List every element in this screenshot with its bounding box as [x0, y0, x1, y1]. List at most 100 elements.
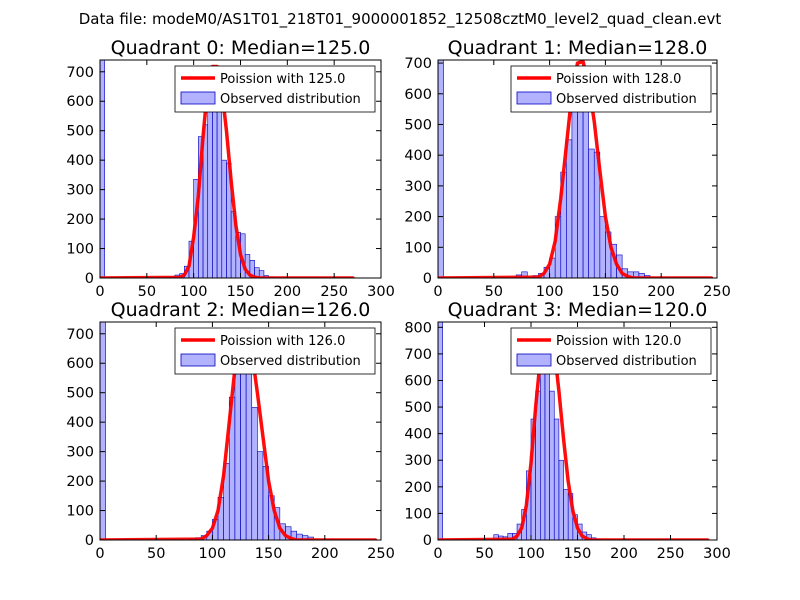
y-tick-label: 400 — [404, 427, 432, 443]
y-tick-label: 300 — [66, 445, 94, 461]
quadrant-3-legend: Poission with 120.0 Observed distribution — [510, 327, 712, 375]
legend-bar-swatch — [180, 353, 216, 367]
legend-line-label: Poission with 126.0 — [220, 334, 345, 349]
legend-bar-swatch — [516, 91, 552, 105]
legend-bar-label: Observed distribution — [220, 354, 361, 369]
y-tick-label: 600 — [404, 373, 432, 389]
histogram-bar — [582, 93, 589, 278]
x-tick-label: 0 — [95, 546, 104, 562]
x-tick-label: 200 — [311, 546, 339, 562]
x-tick-label: 150 — [592, 284, 620, 300]
y-tick-label: 300 — [66, 183, 94, 199]
x-tick-label: 300 — [367, 284, 395, 300]
histogram-bar — [438, 322, 443, 540]
y-tick-label: 100 — [404, 506, 432, 522]
y-tick-label: 400 — [404, 148, 432, 164]
y-tick-label: 200 — [66, 212, 94, 228]
histogram-bar — [571, 105, 578, 278]
histogram-bar — [251, 407, 258, 540]
histogram-bar — [257, 451, 264, 540]
x-tick-label: 0 — [433, 284, 442, 300]
legend-bar-label: Observed distribution — [220, 92, 361, 107]
histogram-bar — [216, 93, 223, 278]
y-tick-label: 700 — [404, 347, 432, 363]
quadrant-3-panel: Quadrant 3: Median=120.0 0 50 100 150 200 250 3… — [404, 299, 731, 562]
y-tick-label: 200 — [404, 480, 432, 496]
y-tick-label: 300 — [404, 179, 432, 195]
quadrant-1-panel: Quadrant 1: Median=128.0 0 50 100 150 200 250 0… — [404, 37, 731, 300]
quadrant-2-panel: Quadrant 2: Median=126.0 0 50 100 150 200 250 0… — [66, 299, 395, 562]
legend-box — [174, 65, 376, 113]
x-tick-label: 200 — [610, 546, 638, 562]
y-tick-label: 500 — [66, 124, 94, 140]
x-tick-label: 50 — [138, 284, 156, 300]
x-tick-label: 250 — [703, 284, 731, 300]
x-tick-label: 250 — [367, 546, 395, 562]
y-tick-label: 0 — [85, 271, 94, 287]
y-tick-label: 500 — [404, 400, 432, 416]
y-tick-label: 200 — [404, 210, 432, 226]
y-tick-label: 700 — [66, 65, 94, 81]
quadrant-1-title: Quadrant 1: Median=128.0 — [448, 37, 708, 59]
x-tick-label: 50 — [485, 284, 503, 300]
y-tick-label: 0 — [85, 533, 94, 549]
quadrant-0-panel: Quadrant 0: Median=125.0 0 50 100 150 200 250 3… — [66, 37, 395, 300]
y-tick-label: 400 — [66, 415, 94, 431]
histogram-bar — [100, 60, 105, 278]
figure-suptitle: Data file: modeM0/AS1T01_218T01_90000018… — [79, 10, 722, 29]
histogram-bar — [549, 390, 555, 540]
y-tick-label: 0 — [423, 271, 432, 287]
legend-bar-swatch — [180, 91, 216, 105]
y-tick-label: 200 — [66, 474, 94, 490]
histogram-bar — [207, 100, 213, 278]
y-tick-label: 700 — [404, 56, 432, 72]
histogram-bar — [553, 418, 560, 540]
histogram-bar — [566, 139, 573, 278]
histogram-bar — [544, 356, 550, 540]
legend-line-label: Poission with 125.0 — [220, 72, 345, 87]
x-tick-label: 150 — [564, 546, 592, 562]
histogram-bar — [588, 148, 595, 278]
histogram-bar — [558, 459, 564, 540]
y-tick-label: 600 — [404, 87, 432, 103]
histogram-bar — [438, 60, 444, 278]
legend-bar-label: Observed distribution — [556, 354, 697, 369]
quadrant-2-frame — [99, 321, 382, 541]
histogram-bar — [521, 271, 528, 278]
x-tick-label: 100 — [199, 546, 227, 562]
legend-line-label: Poission with 128.0 — [556, 72, 681, 87]
quadrant-1-legend: Poission with 128.0 Observed distribution — [510, 65, 712, 113]
x-tick-label: 250 — [657, 546, 685, 562]
y-tick-label: 100 — [404, 240, 432, 256]
y-tick-label: 500 — [66, 386, 94, 402]
x-tick-label: 200 — [273, 284, 301, 300]
histogram-bar — [539, 353, 546, 540]
x-tick-label: 100 — [517, 546, 545, 562]
x-tick-label: 0 — [433, 546, 442, 562]
y-tick-label: 400 — [66, 153, 94, 169]
y-tick-label: 300 — [404, 453, 432, 469]
legend-line-label: Poission with 120.0 — [556, 334, 681, 349]
legend-bar-swatch — [516, 353, 552, 367]
y-tick-label: 700 — [66, 327, 94, 343]
quadrant-0-title: Quadrant 0: Median=125.0 — [111, 37, 371, 59]
x-tick-label: 50 — [475, 546, 493, 562]
x-tick-label: 0 — [95, 284, 104, 300]
x-tick-label: 200 — [647, 284, 675, 300]
histogram-bar — [221, 159, 227, 278]
quadrant-2-title: Quadrant 2: Median=126.0 — [111, 299, 371, 321]
x-tick-label: 150 — [227, 284, 255, 300]
histogram-bar — [563, 489, 569, 540]
legend-bar-label: Observed distribution — [556, 92, 697, 107]
x-tick-label: 150 — [255, 546, 283, 562]
histogram-bar — [234, 368, 241, 540]
y-tick-label: 0 — [423, 533, 432, 549]
y-tick-label: 600 — [66, 94, 94, 110]
y-tick-label: 800 — [404, 320, 432, 336]
quadrant-2-legend: Poission with 126.0 Observed distribution — [174, 327, 376, 375]
y-tick-label: 100 — [66, 504, 94, 520]
y-tick-label: 500 — [404, 117, 432, 133]
y-tick-label: 100 — [66, 242, 94, 258]
x-tick-label: 100 — [180, 284, 208, 300]
